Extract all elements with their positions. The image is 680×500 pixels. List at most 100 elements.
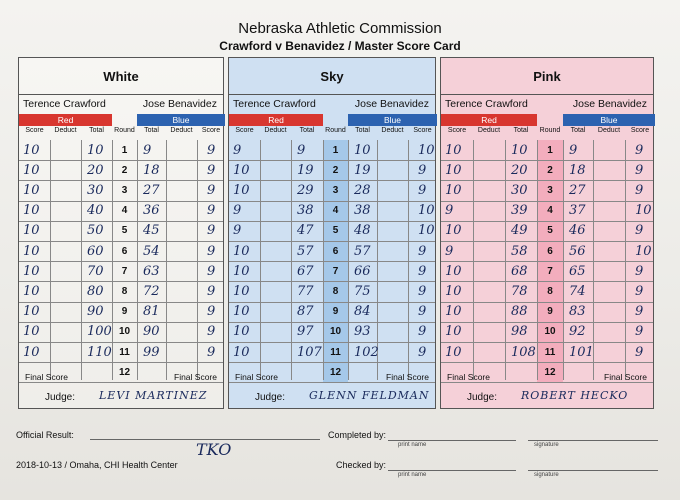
red-total-cell: 10 bbox=[87, 142, 104, 158]
judge-panel-pink: Pink Terence Crawford Jose Benavidez Red B… bbox=[440, 57, 655, 409]
red-total-header: Total bbox=[299, 127, 315, 134]
table-row: 10 29 28 9 3 bbox=[229, 180, 435, 202]
blue-total-cell: 74 bbox=[569, 283, 586, 299]
blue-score-cell: 10 bbox=[418, 142, 435, 158]
blue-score-cell: 9 bbox=[635, 344, 644, 360]
judge-row: Judge: ROBERT HECKO bbox=[441, 388, 653, 408]
date-location: 2018-10-13 / Omaha, CHI Health Center bbox=[16, 460, 178, 470]
red-total-cell: 40 bbox=[87, 203, 104, 219]
blue-total-cell: 19 bbox=[354, 162, 371, 178]
red-score-cell: 10 bbox=[23, 283, 40, 299]
round-number: 9 bbox=[547, 306, 553, 318]
red-score-cell: 10 bbox=[23, 324, 40, 340]
table-row: 10 10 9 9 1 bbox=[19, 140, 223, 162]
red-corner-header: Red bbox=[19, 114, 112, 126]
blue-total-cell: 93 bbox=[354, 324, 371, 340]
red-score-cell: 10 bbox=[23, 142, 40, 158]
table-row: 10 50 45 9 5 bbox=[19, 221, 223, 242]
blue-score-header: Score bbox=[413, 127, 432, 134]
judge-label: Judge: bbox=[467, 392, 498, 403]
blue-score-cell: 9 bbox=[635, 324, 644, 340]
table-row: 10 88 83 9 9 bbox=[441, 302, 653, 323]
table-row: 9 38 38 10 4 bbox=[229, 201, 435, 222]
round-number: 11 bbox=[119, 346, 130, 358]
red-score-cell: 10 bbox=[23, 344, 40, 360]
blue-total-cell: 99 bbox=[143, 344, 160, 360]
table-row: 9 9 10 10 1 bbox=[229, 140, 435, 162]
final-score-row: Final Score Final Score bbox=[19, 370, 223, 388]
judge-row: Judge: LEVI MARTINEZ bbox=[19, 388, 223, 408]
round-number: 6 bbox=[332, 245, 339, 257]
red-total-cell: 49 bbox=[511, 223, 528, 239]
checked-print-line bbox=[388, 470, 516, 471]
red-total-cell: 87 bbox=[297, 304, 314, 320]
judge-signature: ROBERT HECKO bbox=[521, 389, 629, 402]
table-row: 10 60 54 9 6 bbox=[19, 241, 223, 263]
blue-deduct-header: Deduct bbox=[597, 127, 621, 134]
red-total-cell: 107 bbox=[297, 344, 322, 360]
red-total-cell: 90 bbox=[87, 304, 104, 320]
red-total-header: Total bbox=[89, 127, 104, 134]
table-row: 10 77 75 9 8 bbox=[229, 281, 435, 303]
red-final-score-label: Final Score bbox=[235, 372, 278, 382]
red-total-cell: 67 bbox=[297, 263, 314, 279]
round-number: 10 bbox=[118, 326, 131, 338]
red-total-cell: 60 bbox=[87, 243, 104, 259]
red-total-cell: 70 bbox=[87, 263, 104, 279]
round-number: 2 bbox=[547, 164, 553, 176]
red-score-cell: 10 bbox=[233, 263, 250, 279]
table-row: 10 49 46 9 5 bbox=[441, 221, 653, 242]
blue-total-cell: 27 bbox=[143, 182, 160, 198]
table-row: 12 bbox=[19, 362, 223, 384]
red-total-cell: 9 bbox=[297, 142, 306, 158]
red-total-cell: 29 bbox=[297, 182, 314, 198]
round-header: Round bbox=[325, 127, 346, 134]
round-number: 5 bbox=[121, 225, 128, 237]
blue-total-cell: 81 bbox=[143, 304, 160, 320]
panel-title: Sky bbox=[229, 58, 435, 95]
column-headers: Red Blue Score Deduct Total Round Total … bbox=[19, 114, 225, 140]
table-row: 10 68 65 9 7 bbox=[441, 261, 653, 283]
blue-total-cell: 27 bbox=[569, 182, 586, 198]
round-number: 7 bbox=[332, 265, 339, 277]
red-total-cell: 47 bbox=[297, 223, 314, 239]
blue-score-cell: 9 bbox=[207, 162, 216, 178]
red-score-cell: 9 bbox=[233, 223, 242, 239]
red-corner-header: Red bbox=[441, 114, 537, 126]
round-number: 7 bbox=[547, 265, 553, 277]
blue-score-cell: 9 bbox=[635, 223, 644, 239]
round-number: 12 bbox=[544, 366, 556, 378]
column-divider bbox=[81, 140, 82, 380]
blue-deduct-header: Deduct bbox=[381, 127, 404, 134]
round-number: 3 bbox=[121, 184, 128, 196]
blue-score-header: Score bbox=[201, 127, 221, 134]
round-number: 6 bbox=[121, 245, 128, 257]
blue-total-cell: 102 bbox=[354, 344, 379, 360]
red-final-score-label: Final Score bbox=[25, 372, 68, 382]
completed-by-label: Completed by: bbox=[328, 430, 387, 440]
blue-total-cell: 90 bbox=[143, 324, 160, 340]
red-total-cell: 68 bbox=[511, 263, 528, 279]
final-score-row: Final Score Final Score bbox=[229, 370, 435, 388]
red-total-cell: 39 bbox=[511, 203, 528, 219]
red-score-cell: 9 bbox=[445, 203, 454, 219]
round-number: 3 bbox=[547, 184, 553, 196]
result-value: TKO bbox=[196, 440, 232, 459]
red-score-cell: 10 bbox=[23, 162, 40, 178]
round-number: 1 bbox=[332, 144, 339, 156]
red-score-cell: 10 bbox=[23, 243, 40, 259]
blue-score-cell: 9 bbox=[418, 263, 427, 279]
red-total-header: Total bbox=[513, 127, 529, 134]
blue-deduct-header: Deduct bbox=[170, 127, 193, 134]
checked-sign-line bbox=[528, 470, 658, 471]
red-score-cell: 10 bbox=[233, 162, 250, 178]
red-total-cell: 20 bbox=[511, 162, 528, 178]
table-row: 10 70 63 9 7 bbox=[19, 261, 223, 283]
blue-total-cell: 36 bbox=[143, 203, 160, 219]
blue-score-cell: 9 bbox=[207, 283, 216, 299]
round-number: 11 bbox=[330, 346, 341, 358]
round-number: 11 bbox=[544, 346, 556, 358]
round-header: Round bbox=[114, 127, 135, 134]
red-total-cell: 98 bbox=[511, 324, 528, 340]
red-total-cell: 97 bbox=[297, 324, 314, 340]
